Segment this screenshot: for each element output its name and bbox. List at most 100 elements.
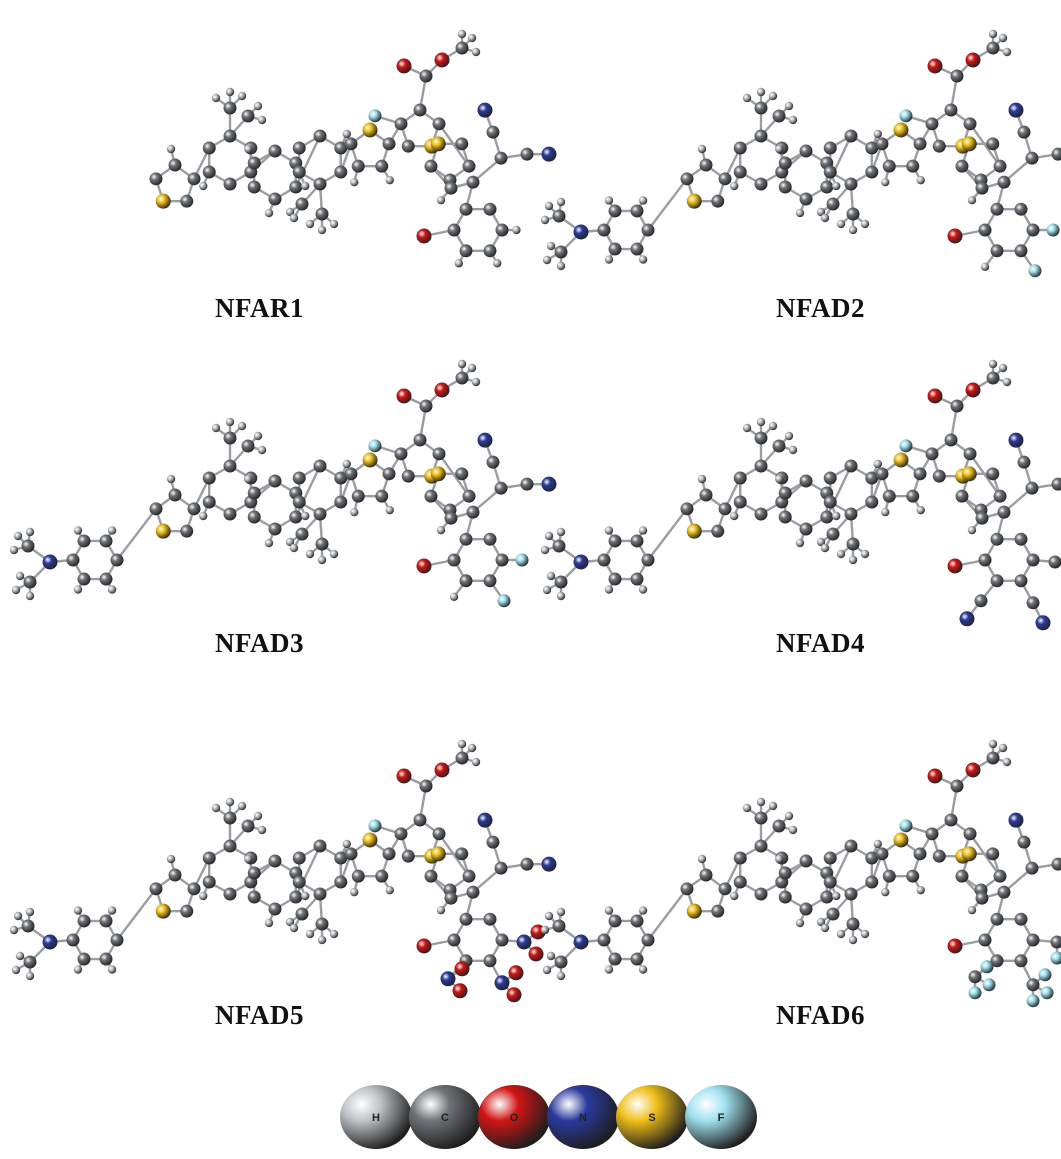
atom-h [211,423,221,433]
atom-c [978,553,992,567]
atom-s [686,193,702,209]
atom-c [823,141,837,155]
atom-c [351,159,365,173]
bond [825,135,853,188]
bond [294,465,322,518]
atom-c [680,882,694,896]
atoms [540,359,1061,631]
atom-f [899,439,913,453]
atom-o [947,228,963,244]
atom-c [733,141,747,155]
atom-h [756,87,766,97]
atom-h [436,905,446,915]
atom-h [638,196,648,205]
atom-h [11,585,21,595]
molecule-structure-nfad4 [540,359,1061,631]
atom-h [546,241,556,251]
atom-h [916,885,925,895]
atom-c [754,129,768,143]
atom-h [385,885,394,895]
atom-c [447,933,461,947]
atom-h [697,854,707,864]
atom-c [630,204,644,218]
atom-c [295,907,309,921]
atom-c [77,572,91,586]
atom-s [362,122,378,138]
atom-c [486,125,500,139]
atom-c [608,914,622,928]
atom-c [932,469,946,483]
atom-c [289,890,303,904]
atom-h [342,459,351,469]
atom-h [457,359,467,369]
atom-h [742,93,752,103]
atom-c [718,502,732,516]
atom-c [1050,935,1061,949]
atom-h [25,907,35,917]
atom-c [608,952,622,966]
atom-c [375,489,389,503]
atom-f [980,960,994,974]
atom-c [875,847,889,861]
atom-f [368,439,382,453]
atom-h [305,219,315,229]
atom-s [961,466,977,482]
legend-label-n: N [579,1112,587,1124]
atom-c [149,172,163,186]
bond [969,123,1002,167]
atom-c [772,439,786,453]
atom-n [1008,812,1024,828]
atom-c [820,890,834,904]
atom-c [968,970,982,984]
atom-o [416,228,432,244]
atom-c [520,857,534,871]
atom-h [980,262,990,271]
atom-c [799,902,813,916]
atom-c [455,371,469,385]
molecule-label: NFAD6 [776,1000,865,1030]
atom-h [73,526,83,535]
atom-h [788,825,798,835]
atom-c [993,489,1007,503]
atom-c [419,399,433,413]
legend-swatch-n [547,1085,619,1149]
atom-h [317,935,327,945]
atom-h [289,923,299,933]
atom-c [1014,202,1028,216]
atom-h [471,377,481,387]
atom-c [986,371,1000,385]
molecule-structure-nfad3 [9,359,557,608]
atom-c [986,467,1000,481]
atom-c [99,534,113,548]
atom-h [467,33,477,43]
atom-h [225,797,235,807]
atom-h [638,965,648,974]
legend-label-c: C [441,1112,449,1124]
atom-c [820,180,834,194]
atom-h [820,923,830,933]
atom-h [73,585,83,594]
atom-c [1025,481,1039,495]
atom-c [944,103,958,117]
atom-c [754,431,768,445]
atom-h [820,213,830,223]
atom-o [434,762,450,778]
atom-h [542,255,552,265]
atom-c [823,471,837,485]
atom-c [1026,553,1040,567]
atom-h [832,181,841,191]
atom-c [466,885,480,899]
atom-h [25,527,35,537]
atom-c [963,827,977,841]
atom-n [1008,102,1024,118]
atom-c [844,507,858,521]
atom-o [965,52,981,68]
atom-c [882,159,896,173]
atom-h [604,965,614,974]
atom-o [396,58,412,74]
atom-c [997,175,1011,189]
atom-h [237,421,247,431]
atom-c [844,129,858,143]
atom-c [424,489,438,503]
bond [969,453,1002,497]
